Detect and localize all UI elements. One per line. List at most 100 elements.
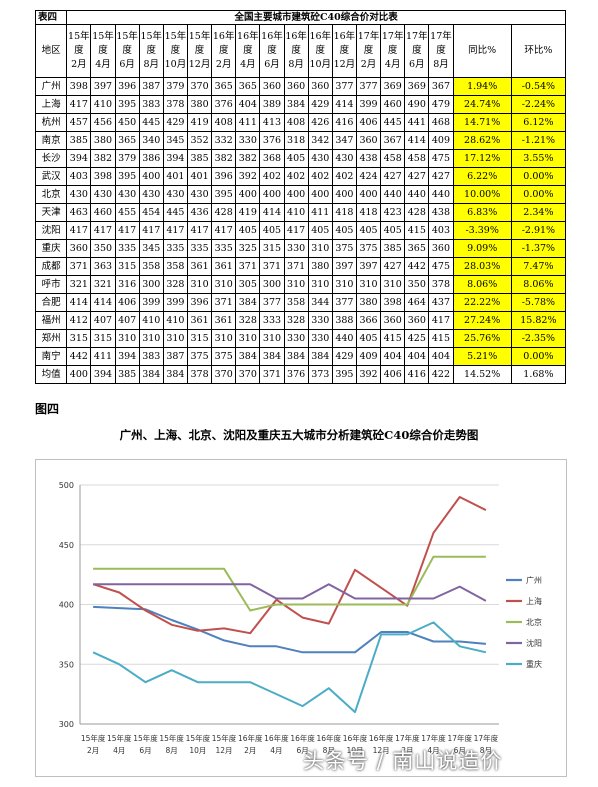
header-period-line: 15年 bbox=[164, 31, 187, 42]
table-row: 广州 398 397 396 387 379 370 365 365 360 360 360 377 37… bbox=[34, 77, 567, 96]
cell-price: 408 bbox=[283, 113, 309, 132]
table-row: 南京 385 380 365 340 345 352 332 330 376 318 342 347 36… bbox=[34, 131, 567, 150]
cell-price: 380 bbox=[90, 131, 116, 150]
cell-price: 386 bbox=[138, 149, 164, 168]
cell-price: 397 bbox=[90, 77, 116, 96]
cell-price: 371 bbox=[283, 257, 309, 276]
line-chart-container: 300 350 400 450 500 15年度 2月 15年度 4月 15年度 6月 15年度 8月 1… bbox=[35, 459, 567, 777]
cell-price: 490 bbox=[404, 95, 430, 114]
x-tick-label: 15年度 bbox=[133, 733, 158, 743]
x-tick-label: 12月 bbox=[216, 746, 233, 755]
cell-price: 365 bbox=[114, 131, 140, 150]
cell-yoy: 6.22% bbox=[452, 167, 512, 186]
cell-price: 365 bbox=[235, 77, 261, 96]
x-tick-label: 10月 bbox=[189, 746, 206, 755]
cell-price: 387 bbox=[162, 347, 188, 366]
header-period: 17年度 2月 bbox=[355, 24, 382, 78]
cell-price: 425 bbox=[404, 329, 430, 348]
cell-price: 360 bbox=[355, 131, 382, 150]
cell-price: 415 bbox=[404, 221, 430, 240]
cell-price: 335 bbox=[211, 239, 237, 258]
table-row: 重庆 360 350 335 345 335 335 335 325 315 330 310 375 37… bbox=[34, 239, 567, 258]
cell-price: 427 bbox=[404, 167, 430, 186]
cell-price: 406 bbox=[380, 365, 406, 384]
cell-price: 417 bbox=[211, 221, 237, 240]
cell-price: 360 bbox=[428, 239, 454, 258]
cell-mom: 6.12% bbox=[510, 113, 567, 132]
header-period-line: 度 bbox=[291, 45, 301, 56]
cell-price: 430 bbox=[114, 185, 140, 204]
cell-mom: -0.54% bbox=[510, 77, 567, 96]
header-period-line: 12月 bbox=[333, 59, 356, 70]
cell-price: 460 bbox=[380, 95, 406, 114]
x-tick-label: 15年度 bbox=[212, 733, 237, 743]
cell-price: 310 bbox=[355, 275, 382, 294]
cell-price: 414 bbox=[331, 95, 357, 114]
table-row: 成都 371 363 315 358 358 361 361 371 371 371 380 397 39… bbox=[34, 257, 567, 276]
x-tick-label: 16年度 bbox=[264, 733, 289, 743]
cell-price: 379 bbox=[162, 77, 188, 96]
cell-price: 361 bbox=[186, 311, 213, 330]
cell-price: 401 bbox=[186, 167, 213, 186]
cell-price: 377 bbox=[331, 293, 357, 312]
cell-price: 389 bbox=[259, 95, 285, 114]
cell-city: 重庆 bbox=[34, 239, 68, 258]
cell-price: 402 bbox=[331, 167, 357, 186]
cell-city: 郑州 bbox=[34, 329, 68, 348]
cell-price: 361 bbox=[211, 311, 237, 330]
cell-price: 330 bbox=[235, 131, 261, 150]
cell-city: 广州 bbox=[34, 77, 68, 96]
cell-price: 410 bbox=[138, 311, 164, 330]
cell-price: 330 bbox=[307, 329, 333, 348]
x-tick-label: 17年度 bbox=[421, 733, 446, 743]
cell-mom: 15.82% bbox=[510, 311, 567, 330]
series-line-上海 bbox=[92, 496, 487, 635]
y-tick-label: 450 bbox=[59, 541, 74, 550]
header-period-line: 度 bbox=[315, 45, 326, 56]
cell-mom: 0.00% bbox=[510, 167, 567, 186]
cell-price: 360 bbox=[66, 239, 92, 258]
cell-price: 417 bbox=[66, 95, 92, 114]
cell-price: 383 bbox=[138, 95, 164, 114]
cell-price: 440 bbox=[380, 185, 406, 204]
cell-price: 403 bbox=[66, 167, 92, 186]
cell-price: 375 bbox=[355, 239, 382, 258]
series-line-北京 bbox=[93, 555, 486, 612]
cell-price: 360 bbox=[404, 311, 430, 330]
cell-price: 410 bbox=[90, 95, 116, 114]
header-period: 16年度 12月 bbox=[331, 24, 357, 78]
cell-yoy: 25.76% bbox=[452, 329, 512, 348]
x-tick-label: 6月 bbox=[296, 746, 308, 755]
header-period-line: 度 bbox=[98, 45, 108, 56]
header-period-line: 度 bbox=[122, 45, 132, 56]
cell-price: 358 bbox=[162, 257, 188, 276]
cell-mom: 0.00% bbox=[510, 347, 567, 366]
table-row: 南宁 442 411 394 383 387 375 375 384 384 384 384 429 40… bbox=[34, 347, 567, 366]
cell-price: 417 bbox=[66, 221, 92, 240]
cell-price: 300 bbox=[138, 275, 164, 294]
header-period-line: 16年 bbox=[261, 31, 283, 42]
cell-price: 316 bbox=[114, 275, 140, 294]
x-tick-label: 2月 bbox=[244, 746, 256, 755]
cell-price: 428 bbox=[404, 203, 430, 222]
cell-price: 344 bbox=[307, 293, 333, 312]
cell-price: 430 bbox=[186, 185, 213, 204]
x-tick-label: 17年度 bbox=[474, 733, 499, 743]
cell-price: 427 bbox=[428, 167, 454, 186]
cell-price: 441 bbox=[404, 113, 430, 132]
cell-city: 均值 bbox=[34, 365, 68, 384]
y-tick-label: 400 bbox=[59, 601, 74, 610]
header-period-line: 17年 bbox=[357, 31, 380, 42]
cell-price: 315 bbox=[66, 329, 92, 348]
header-period-line: 度 bbox=[363, 45, 374, 56]
cell-price: 405 bbox=[331, 221, 357, 240]
cell-price: 398 bbox=[380, 293, 406, 312]
cell-yoy: 28.62% bbox=[452, 131, 512, 150]
header-period-line: 度 bbox=[387, 45, 398, 56]
header-period: 16年度 2月 bbox=[211, 24, 237, 78]
x-tick-label: 4月 bbox=[270, 746, 282, 755]
table-row: 武汉 403 398 395 400 401 401 396 392 402 402 402 402 42… bbox=[34, 167, 567, 186]
cell-city: 上海 bbox=[34, 95, 68, 114]
cell-price: 395 bbox=[211, 185, 237, 204]
cell-yoy: 24.74% bbox=[452, 95, 512, 114]
